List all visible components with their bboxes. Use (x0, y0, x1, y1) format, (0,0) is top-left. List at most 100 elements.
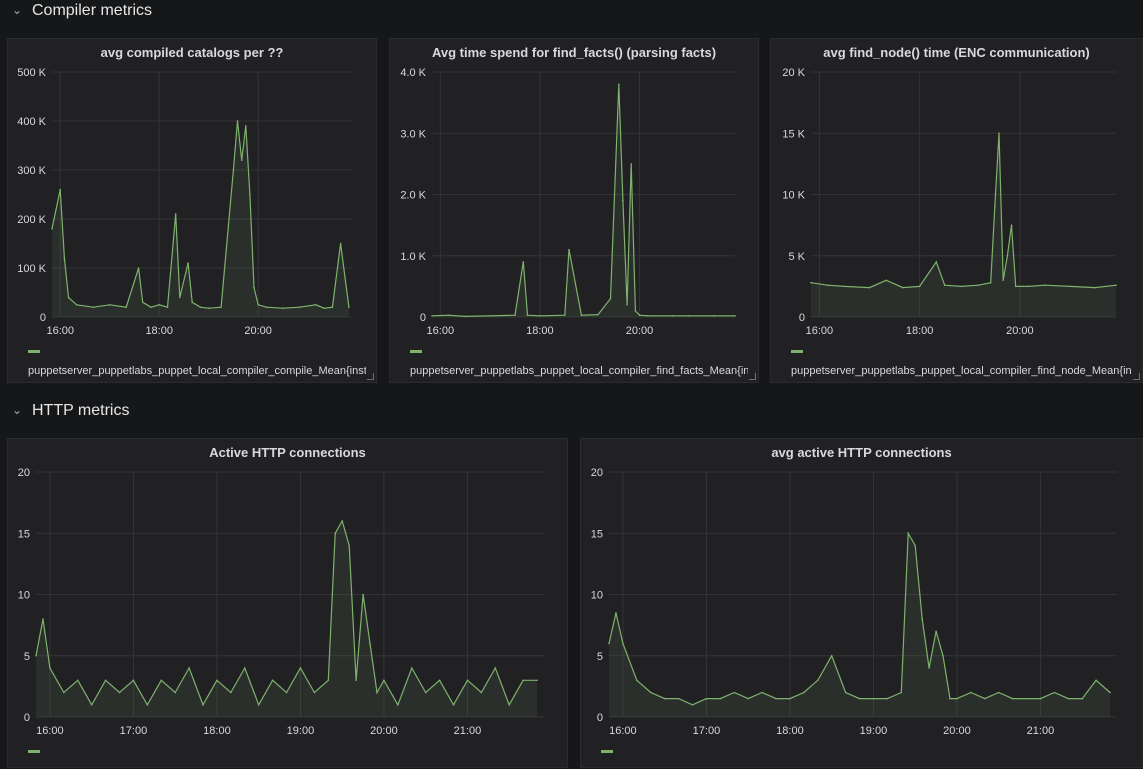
x-tick-label: 18:00 (526, 325, 554, 337)
data-point (1027, 285, 1030, 288)
chevron-down-icon[interactable]: ⌄ (12, 3, 23, 17)
panel-title[interactable]: Active HTTP connections (209, 445, 366, 460)
data-point (1053, 691, 1056, 694)
y-tick-label: 100 K (17, 263, 46, 275)
row-header-http[interactable]: ⌄ HTTP metrics (0, 400, 129, 422)
chart: 0 5 10 15 20 16:00 17:00 18:00 19:00 20:00 21:00 (591, 467, 1117, 737)
y-tick-label: 5 (597, 651, 603, 663)
legend: puppetserver_puppetlabs_puppet_local_com… (791, 350, 1132, 377)
data-point (494, 667, 497, 669)
data-point (249, 193, 251, 196)
data-point (734, 314, 736, 317)
data-point (564, 314, 566, 316)
data-point (240, 159, 243, 161)
data-point (49, 667, 51, 669)
data-point (810, 281, 812, 284)
data-point (671, 314, 674, 317)
resize-handle[interactable] (367, 373, 374, 380)
legend-swatch (28, 350, 40, 353)
data-point (935, 630, 937, 633)
y-tick-label: 200 K (17, 214, 46, 226)
data-point (935, 261, 938, 263)
y-tick-label: 0 (597, 712, 603, 724)
series-area (36, 521, 537, 717)
data-point (202, 703, 204, 706)
resize-handle[interactable] (1133, 373, 1140, 380)
y-tick-label: 10 (18, 590, 30, 602)
panel-title[interactable]: avg find_node() time (ENC communication) (823, 45, 1090, 60)
data-point (747, 697, 749, 700)
data-point (942, 654, 944, 657)
chart: 0 100 K 200 K 300 K 400 K 500 K 16:00 18:00 20:0… (17, 67, 353, 337)
row-title: HTTP metrics (32, 402, 130, 419)
legend: puppetserver_puppetlabs_puppet_local_com… (410, 350, 748, 377)
data-point (1094, 286, 1096, 289)
data-point (830, 654, 833, 657)
row-header-compiler[interactable]: ⌄ Compiler metrics (0, 0, 152, 22)
chart: 0 5 10 15 20 16:00 17:00 18:00 19:00 20:00 21:00 (18, 467, 544, 737)
data-point (355, 679, 357, 682)
resize-handle[interactable] (749, 373, 756, 380)
data-point (298, 306, 301, 309)
data-point (1115, 284, 1117, 286)
x-tick-label: 16:00 (46, 325, 74, 337)
row-title: Compiler metrics (32, 2, 153, 19)
data-point (191, 301, 193, 304)
x-tick-label: 19:00 (287, 725, 315, 737)
panel-title[interactable]: avg active HTTP connections (771, 445, 952, 460)
series-area (609, 533, 1110, 717)
data-point (1039, 697, 1042, 700)
data-point (719, 697, 722, 700)
x-tick-label: 17:00 (120, 725, 148, 737)
x-tick-label: 16:00 (36, 725, 64, 737)
data-point (844, 691, 847, 694)
data-point (997, 691, 1000, 694)
data-point (688, 314, 691, 317)
data-point (843, 285, 846, 288)
legend-swatch (601, 750, 613, 753)
x-tick-label: 20:00 (626, 325, 654, 337)
data-point (313, 691, 316, 694)
data-point (323, 307, 325, 309)
data-point (647, 314, 649, 317)
data-point (733, 691, 736, 694)
x-tick-label: 16:00 (806, 325, 834, 337)
data-point (179, 296, 181, 299)
data-point (626, 303, 628, 306)
data-point (447, 314, 450, 316)
data-point (369, 642, 371, 645)
data-point (649, 691, 652, 694)
panel-title[interactable]: avg compiled catalogs per ?? (100, 45, 284, 60)
data-point (253, 286, 255, 289)
data-point (348, 306, 350, 309)
data-point (522, 261, 525, 263)
panel-find-node: avg find_node() time (ENC communication)… (770, 38, 1143, 383)
data-point (282, 307, 284, 309)
data-point (1006, 254, 1009, 257)
legend-series-name[interactable]: puppetserver_puppetlabs_puppet_local_com… (410, 365, 748, 377)
data-point (431, 314, 433, 317)
legend-series-name[interactable]: puppetserver_puppetlabs_puppet_local_com… (791, 365, 1132, 377)
data-point (146, 703, 149, 706)
panel-active-http: Active HTTP connections 0 5 10 15 20 16:00 17:… (7, 438, 568, 768)
legend-series-name[interactable]: puppetserver_puppetlabs_puppet_local_com… (28, 365, 366, 377)
data-point (622, 199, 624, 202)
x-tick-label: 20:00 (244, 325, 272, 337)
data-point (383, 679, 385, 682)
data-point (160, 679, 163, 682)
panel-title[interactable]: Avg time spend for find_facts() (parsing… (431, 45, 717, 60)
data-point (615, 612, 617, 614)
y-tick-label: 3.0 K (400, 128, 426, 140)
legend (28, 750, 557, 765)
data-point (51, 228, 53, 230)
data-point (526, 314, 529, 316)
chevron-down-icon[interactable]: ⌄ (12, 403, 23, 417)
data-point (174, 213, 177, 215)
data-point (914, 544, 916, 547)
data-point (960, 285, 963, 288)
x-tick-label: 18:00 (776, 725, 804, 737)
data-point (568, 248, 570, 251)
data-point (199, 306, 202, 309)
data-point (539, 314, 541, 317)
data-point (508, 703, 511, 706)
